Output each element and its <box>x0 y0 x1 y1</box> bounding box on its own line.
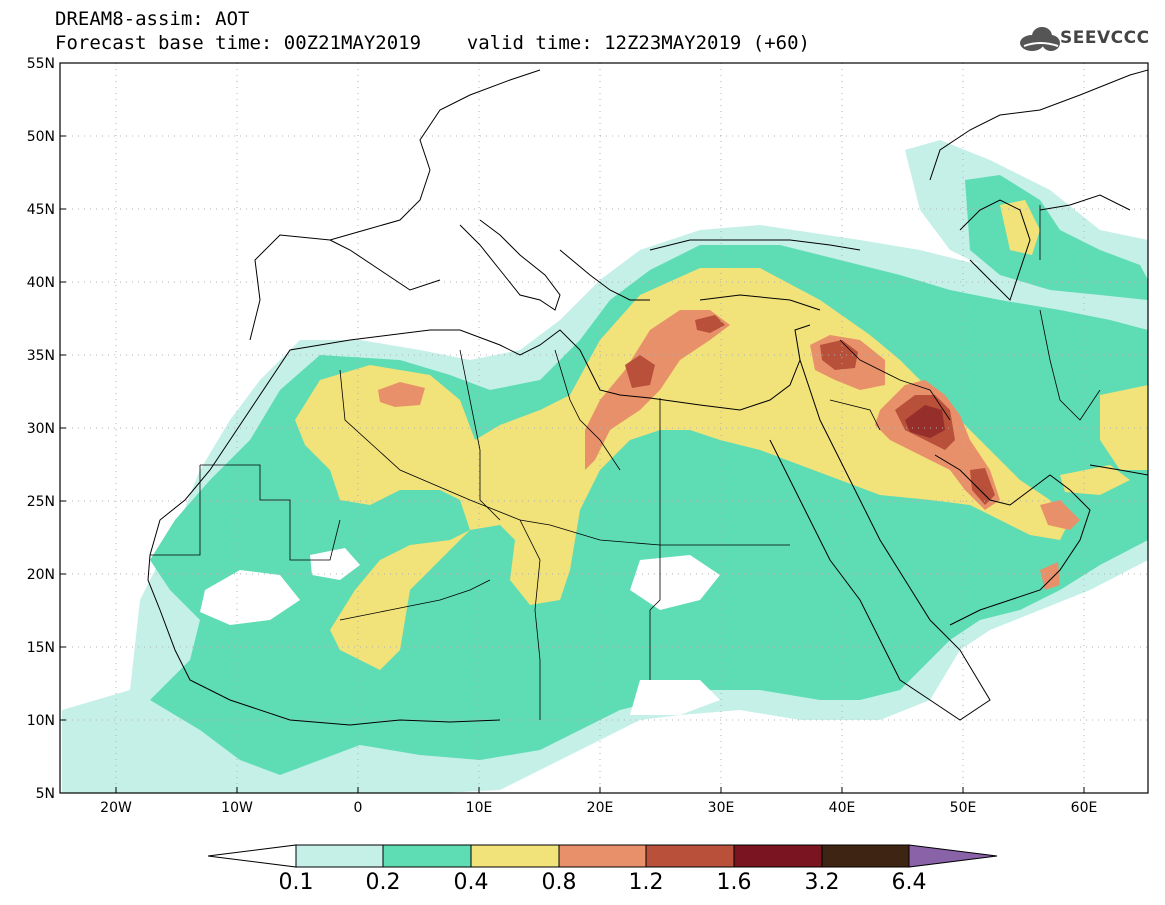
lon-label: 20E <box>587 800 614 816</box>
lat-label: 10N <box>27 713 55 729</box>
lat-label: 45N <box>27 202 55 218</box>
colorbar-label: 0.2 <box>365 870 401 895</box>
colorbar-label: 1.2 <box>628 870 664 895</box>
graticule <box>60 63 1148 793</box>
colorbar-swatch <box>645 844 735 868</box>
lat-label: 35N <box>27 348 55 364</box>
lat-label: 40N <box>27 275 55 291</box>
colorbar-label: 0.1 <box>278 870 314 895</box>
colorbar-label: 0.8 <box>541 870 577 895</box>
colorbar-label: 0.4 <box>453 870 489 895</box>
colorbar-swatch <box>558 844 647 868</box>
lat-label: 25N <box>27 494 55 510</box>
lat-label: 30N <box>27 421 55 437</box>
colorbar-swatch <box>733 844 823 868</box>
lon-label: 40E <box>829 800 856 816</box>
colorbar-swatch <box>821 844 910 868</box>
latitude-labels: 55N 50N 45N 40N 35N 30N 25N 20N 15N 10N … <box>27 56 55 802</box>
aot-low-holes <box>200 548 720 715</box>
cloud-icon <box>1020 27 1060 51</box>
aot-field <box>60 63 1148 793</box>
lon-label: 10W <box>221 800 253 816</box>
lon-label: 30E <box>708 800 735 816</box>
colorbar <box>207 844 998 868</box>
country-borders <box>150 205 1101 720</box>
lon-label: 20W <box>100 800 132 816</box>
lon-label: 50E <box>950 800 977 816</box>
colorbar-high-arrow <box>908 844 998 868</box>
aot-band-1.6 <box>905 405 945 438</box>
map-title: DREAM8-assim: AOT <box>55 8 250 30</box>
lat-label: 50N <box>27 129 55 145</box>
colorbar-label: 3.2 <box>804 870 840 895</box>
forecast-times: Forecast base time: 00Z21MAY2019 valid t… <box>55 32 810 54</box>
axis-ticks <box>60 135 1085 793</box>
lon-label: 10E <box>466 800 493 816</box>
colorbar-label: 6.4 <box>891 870 927 895</box>
longitude-labels: 20W 10W 0 10E 20E 30E 40E 50E 60E <box>100 800 1097 816</box>
lat-label: 55N <box>27 56 55 72</box>
logo-text: SEEVCCC <box>1060 28 1150 48</box>
colorbar-label: 1.6 <box>716 870 752 895</box>
lon-label: 60E <box>1071 800 1098 816</box>
lat-label: 5N <box>36 786 55 802</box>
colorbar-low-arrow <box>207 844 297 868</box>
lon-label: 0 <box>354 800 363 816</box>
colorbar-swatch <box>382 844 472 868</box>
seevccc-logo <box>1020 27 1060 51</box>
lat-label: 20N <box>27 567 55 583</box>
coastlines <box>147 69 1148 726</box>
lat-label: 15N <box>27 640 55 656</box>
colorbar-swatch <box>470 844 560 868</box>
colorbar-swatch <box>295 844 384 868</box>
